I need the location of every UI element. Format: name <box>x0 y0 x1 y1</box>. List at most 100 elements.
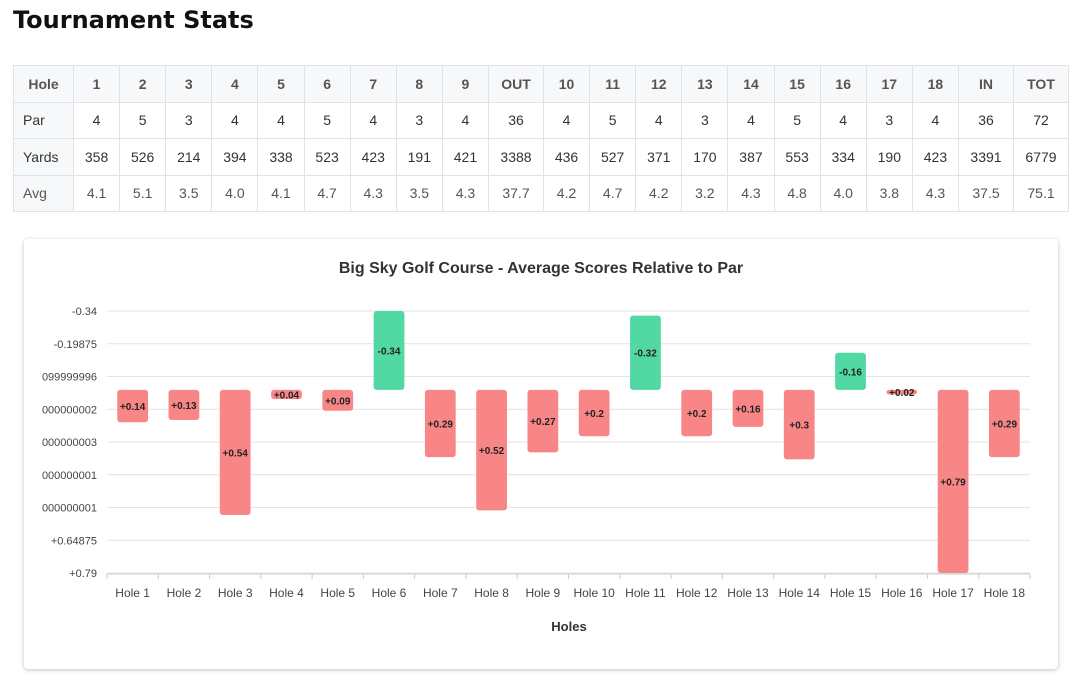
table-header-cell: 6 <box>303 65 351 103</box>
bar[interactable] <box>117 389 149 423</box>
table-cell: 3 <box>681 101 729 139</box>
bar[interactable] <box>988 389 1020 458</box>
table-header-cell: 11 <box>589 65 637 103</box>
bar-value-label: +0.16 <box>735 404 761 415</box>
table-cell: 4.1 <box>257 174 305 212</box>
table-cell: 5 <box>119 101 167 139</box>
row-label: Yards <box>13 138 74 176</box>
x-axis: Hole 1 Hole 2 Hole 3 Hole 4 Hole 5 Hole 6 Hole… <box>106 574 1031 600</box>
bar[interactable] <box>527 389 559 453</box>
bar-value-label: -0.16 <box>839 367 862 378</box>
bar[interactable] <box>578 389 610 437</box>
y-tick-label: 000000001 <box>42 470 97 482</box>
bar[interactable] <box>937 389 969 573</box>
bar-value-label: +0.2 <box>687 409 707 420</box>
bar[interactable] <box>322 389 354 411</box>
table-cell: 4 <box>72 101 121 139</box>
x-tick-label: Hole 16 <box>881 586 923 600</box>
bar[interactable] <box>783 389 815 460</box>
y-tick-label: 000000002 <box>42 404 97 416</box>
y-tick-label: -0.34 <box>72 306 97 318</box>
bar-chart: Big Sky Golf Course - Average Scores Rel… <box>42 260 1031 634</box>
table-cell: 4 <box>542 101 591 139</box>
table-cell: 5 <box>303 101 351 139</box>
bar[interactable] <box>271 389 302 400</box>
table-cell: 387 <box>727 138 775 176</box>
bar[interactable] <box>373 311 405 390</box>
x-tick-label: Hole 18 <box>984 586 1026 600</box>
table-cell: 36 <box>958 101 1014 139</box>
table-cell: 4.7 <box>303 174 351 212</box>
row-label: Par <box>13 101 74 139</box>
table-cell: 5.1 <box>119 174 167 212</box>
x-tick-label: Hole 2 <box>167 586 202 600</box>
table-header-cell: 3 <box>165 65 213 103</box>
x-tick-label: Hole 7 <box>423 586 458 600</box>
y-tick-label: 000000001 <box>42 503 97 515</box>
chart-title: Big Sky Golf Course - Average Scores Rel… <box>339 260 743 277</box>
page-title: Tournament Stats <box>13 6 254 34</box>
bar[interactable] <box>219 389 251 516</box>
table-cell: 3.8 <box>865 174 913 212</box>
table-cell: 4 <box>635 101 683 139</box>
x-tick-label: Hole 4 <box>269 586 304 600</box>
table-header-cell: 17 <box>865 65 913 103</box>
bar-value-label: +0.29 <box>428 419 454 430</box>
x-tick-label: Hole 15 <box>830 586 872 600</box>
table-cell: 4 <box>727 101 775 139</box>
row-label: Avg <box>13 174 74 212</box>
table-cell: 523 <box>303 138 351 176</box>
bar[interactable] <box>681 389 713 437</box>
bar[interactable] <box>630 315 661 390</box>
table-cell: 3.5 <box>395 174 443 212</box>
y-axis: -0.34 -0.19875 099999996 000000002 000000003… <box>42 306 97 580</box>
y-tick-label: -0.19875 <box>54 339 97 351</box>
table-cell: 4.0 <box>819 174 867 212</box>
bar-value-label: -0.32 <box>634 349 657 360</box>
bar[interactable] <box>476 389 507 511</box>
bar[interactable] <box>886 389 918 395</box>
table-cell: 72 <box>1013 101 1069 139</box>
table-header-cell: 13 <box>681 65 729 103</box>
bar-value-label: +0.3 <box>789 421 809 432</box>
table-header-cell: 7 <box>349 65 397 103</box>
x-tick-label: Hole 9 <box>526 586 561 600</box>
table-cell: 421 <box>441 138 489 176</box>
bar[interactable] <box>732 389 764 427</box>
table-cell: 4 <box>441 101 489 139</box>
table-cell: 436 <box>542 138 591 176</box>
table-cell: 527 <box>589 138 637 176</box>
table-header-cell: 5 <box>257 65 305 103</box>
table-cell: 3 <box>865 101 913 139</box>
x-tick-label: Hole 8 <box>474 586 509 600</box>
table-cell: 5 <box>589 101 637 139</box>
table-cell: 394 <box>211 138 259 176</box>
bar-value-label: +0.02 <box>889 388 915 399</box>
x-tick-label: Hole 5 <box>320 586 355 600</box>
table-header-cell: 14 <box>727 65 775 103</box>
chart-card: Big Sky Golf Course - Average Scores Rel… <box>24 239 1058 669</box>
table-header-cell: 9 <box>441 65 489 103</box>
table-header-cell: IN <box>958 65 1014 103</box>
bar-value-label: +0.54 <box>223 448 249 459</box>
table-cell: 6779 <box>1013 138 1069 176</box>
table-cell: 4.2 <box>635 174 683 212</box>
table-cell: 4 <box>819 101 867 139</box>
x-tick-label: Hole 11 <box>625 586 666 600</box>
x-tick-label: Hole 14 <box>779 586 821 600</box>
bar[interactable] <box>168 389 200 420</box>
bar[interactable] <box>424 389 456 458</box>
table-cell: 4 <box>911 101 960 139</box>
table-cell: 4.3 <box>727 174 775 212</box>
table-cell: 4.0 <box>211 174 259 212</box>
table-cell: 4.1 <box>72 174 121 212</box>
table-cell: 3391 <box>958 138 1014 176</box>
table-cell: 3 <box>395 101 443 139</box>
bar[interactable] <box>835 352 866 390</box>
table-cell: 4.2 <box>542 174 591 212</box>
table-cell: 37.5 <box>958 174 1014 212</box>
x-axis-title: Holes <box>551 619 586 634</box>
x-tick-label: Hole 3 <box>218 586 253 600</box>
bars: +0.14 +0.13 +0.54 +0.04 +0.09 -0.34 +0.29 +0.52… <box>117 311 1020 573</box>
table-header-cell: 8 <box>395 65 443 103</box>
